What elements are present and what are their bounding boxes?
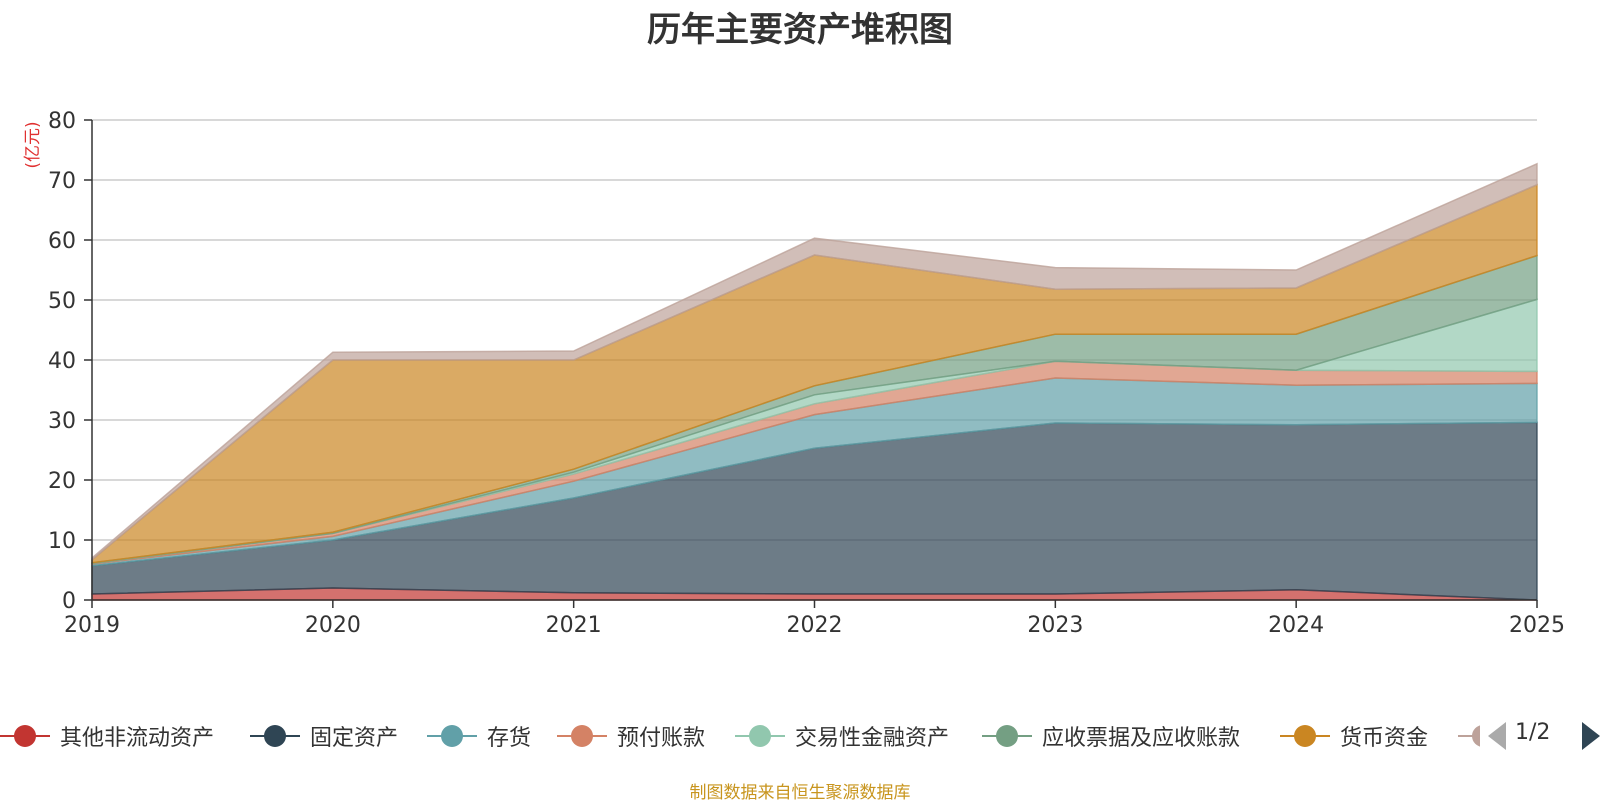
axes: 0 10 20 30 40 50 60 70 80 2019 2020 2021 2022 2023 202… xyxy=(48,109,1565,638)
legend-item-1[interactable]: 其他非流动资产 xyxy=(0,716,214,756)
legend-item-5[interactable]: 交易性金融资产 xyxy=(735,716,949,756)
legend-label: 货币资金 xyxy=(1340,726,1429,751)
y-tick-label: 0 xyxy=(62,589,76,614)
legend-marker-icon xyxy=(1280,716,1330,756)
y-tick-label: 40 xyxy=(48,349,76,374)
x-tick-label: 2022 xyxy=(787,613,843,638)
stacked-area-chart: 0 10 20 30 40 50 60 70 80 2019 2020 2021 2022 2023 202… xyxy=(23,109,1565,638)
legend-marker-icon xyxy=(557,716,607,756)
y-tick-label: 60 xyxy=(48,229,76,254)
x-tick-label: 2024 xyxy=(1268,613,1324,638)
x-tick-label: 2019 xyxy=(64,613,120,638)
legend-label: 固定资产 xyxy=(310,726,399,751)
data-source-note: 制图数据来自恒生聚源数据库 xyxy=(689,783,911,803)
legend-marker-icon xyxy=(1458,716,1480,756)
chart-title: 历年主要资产堆积图 xyxy=(647,10,953,50)
legend-label: 预付账款 xyxy=(617,726,706,751)
y-tick-label: 80 xyxy=(48,109,76,134)
y-tick-label: 50 xyxy=(48,289,76,314)
y-axis-label: (亿元) xyxy=(23,121,43,168)
legend-page-indicator: 1/2 xyxy=(1515,720,1551,745)
y-tick-label: 70 xyxy=(48,169,76,194)
legend-item-6[interactable]: 应收票据及应收账款 xyxy=(982,716,1240,756)
legend-prev-page-icon[interactable] xyxy=(1488,722,1506,750)
legend-marker-icon xyxy=(250,716,300,756)
legend-item-7[interactable]: 货币资金 xyxy=(1280,716,1428,756)
chart-legend: 其他非流动资产 固定资产 存货 预付账款 交易性金融资产 应收票据及应收账款 货币资金 其他 xyxy=(0,716,1480,756)
y-tick-label: 30 xyxy=(48,409,76,434)
x-tick-label: 2020 xyxy=(305,613,361,638)
x-tick-label: 2023 xyxy=(1027,613,1083,638)
legend-item-3[interactable]: 存货 xyxy=(427,716,531,756)
legend-marker-icon xyxy=(735,716,785,756)
y-tick-label: 20 xyxy=(48,469,76,494)
legend-label: 交易性金融资产 xyxy=(795,726,950,751)
legend-pager: 1/2 xyxy=(1488,716,1600,756)
legend-item-2[interactable]: 固定资产 xyxy=(250,716,398,756)
legend-label: 存货 xyxy=(487,726,532,751)
legend-label: 其他非流动资产 xyxy=(60,726,215,751)
legend-next-page-icon[interactable] xyxy=(1582,722,1600,750)
x-tick-label: 2025 xyxy=(1509,613,1565,638)
legend-marker-icon xyxy=(982,716,1032,756)
y-tick-label: 10 xyxy=(48,529,76,554)
legend-label: 应收票据及应收账款 xyxy=(1042,726,1241,751)
legend-item-8[interactable]: 其他 xyxy=(1458,716,1480,756)
area-series xyxy=(91,162,1538,601)
area-series-8 xyxy=(91,162,1538,562)
legend-marker-icon xyxy=(427,716,477,756)
legend-marker-icon xyxy=(0,716,50,756)
x-tick-label: 2021 xyxy=(546,613,602,638)
legend-item-4[interactable]: 预付账款 xyxy=(557,716,705,756)
